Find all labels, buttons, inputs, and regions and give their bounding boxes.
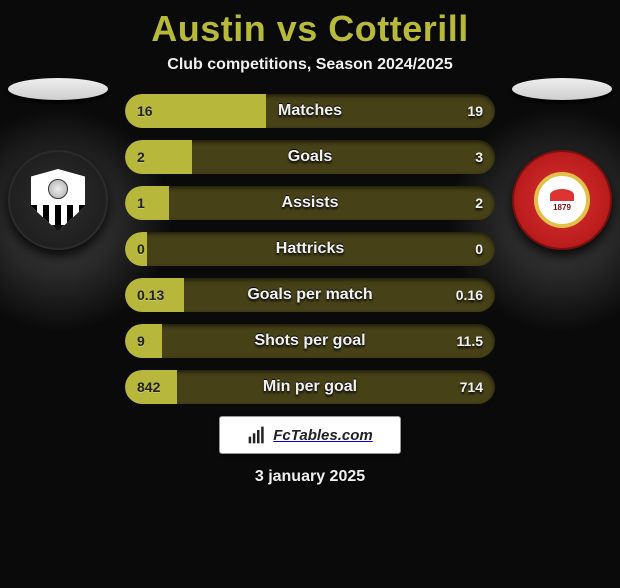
stat-value-right: 2 (475, 195, 483, 211)
stat-value-left: 9 (137, 333, 145, 349)
pedestal-disc (512, 78, 612, 100)
stat-value-right: 714 (460, 379, 483, 395)
shield-icon (31, 169, 85, 231)
stat-value-left: 16 (137, 103, 153, 119)
stat-label: Goals (288, 148, 332, 166)
crest-year: 1879 (553, 203, 571, 212)
brand-text: FcTables.com (273, 427, 372, 444)
stat-row: 0 Hattricks 0 (125, 232, 495, 266)
roundel-icon: 1879 (534, 172, 590, 228)
pedestal-disc (8, 78, 108, 100)
stat-value-left: 1 (137, 195, 145, 211)
stat-row: 842 Min per goal 714 (125, 370, 495, 404)
stat-label: Matches (278, 102, 342, 120)
brand-link[interactable]: FcTables.com (219, 416, 401, 454)
stat-value-right: 3 (475, 149, 483, 165)
stat-value-left: 0.13 (137, 287, 164, 303)
stat-label: Assists (282, 194, 339, 212)
stat-row: 1 Assists 2 (125, 186, 495, 220)
stats-bars: 16 Matches 19 2 Goals 3 1 Assists 2 0 Hattricks 0 0.… (125, 94, 495, 404)
stat-value-right: 11.5 (457, 333, 483, 349)
stat-fill (125, 186, 169, 220)
ball-icon (48, 179, 68, 199)
player-left-badge (8, 78, 108, 248)
stat-row: 0.13 Goals per match 0.16 (125, 278, 495, 312)
stat-value-right: 19 (467, 103, 483, 119)
stat-value-left: 2 (137, 149, 145, 165)
chart-bars-icon (247, 425, 267, 445)
stat-value-right: 0 (475, 241, 483, 257)
comparison-panel: 1879 16 Matches 19 2 Goals 3 1 Assists 2 0 Hattric… (0, 94, 620, 404)
stat-value-left: 0 (137, 241, 145, 257)
stat-row: 16 Matches 19 (125, 94, 495, 128)
bird-icon (550, 189, 574, 201)
page-title: Austin vs Cotterill (0, 8, 620, 50)
ribbon-icon (25, 225, 91, 239)
stat-row: 2 Goals 3 (125, 140, 495, 174)
stat-label: Min per goal (263, 378, 357, 396)
club-crest-left (8, 150, 108, 250)
stat-row: 9 Shots per goal 11.5 (125, 324, 495, 358)
date-text: 3 january 2025 (0, 468, 620, 486)
subtitle: Club competitions, Season 2024/2025 (0, 56, 620, 74)
stat-value-right: 0.16 (456, 287, 483, 303)
stat-label: Goals per match (247, 286, 372, 304)
stat-label: Shots per goal (254, 332, 365, 350)
stat-value-left: 842 (137, 379, 160, 395)
stat-fill (125, 140, 192, 174)
player-right-badge: 1879 (512, 78, 612, 248)
stat-label: Hattricks (276, 240, 344, 258)
club-crest-right: 1879 (512, 150, 612, 250)
